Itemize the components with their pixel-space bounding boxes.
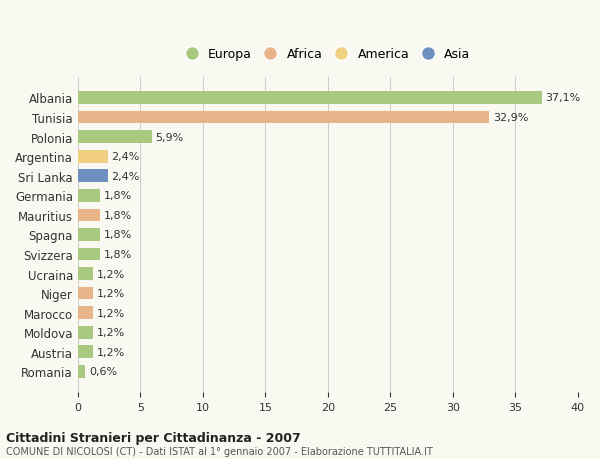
Text: 32,9%: 32,9%: [493, 113, 528, 123]
Text: 1,8%: 1,8%: [104, 230, 133, 240]
Text: 1,8%: 1,8%: [104, 191, 133, 201]
Bar: [78, 92, 542, 105]
Text: 1,8%: 1,8%: [104, 210, 133, 220]
Bar: [78, 112, 489, 124]
Text: 0,6%: 0,6%: [89, 367, 117, 376]
Bar: [78, 365, 85, 378]
Bar: [78, 268, 93, 280]
Bar: [78, 229, 100, 241]
Text: 1,8%: 1,8%: [104, 249, 133, 259]
Bar: [78, 287, 93, 300]
Bar: [78, 151, 108, 163]
Text: Cittadini Stranieri per Cittadinanza - 2007: Cittadini Stranieri per Cittadinanza - 2…: [6, 431, 301, 444]
Bar: [78, 248, 100, 261]
Text: COMUNE DI NICOLOSI (CT) - Dati ISTAT al 1° gennaio 2007 - Elaborazione TUTTITALI: COMUNE DI NICOLOSI (CT) - Dati ISTAT al …: [6, 447, 433, 456]
Bar: [78, 170, 108, 183]
Text: 1,2%: 1,2%: [97, 347, 125, 357]
Text: 5,9%: 5,9%: [155, 132, 184, 142]
Bar: [78, 190, 100, 202]
Bar: [78, 346, 93, 358]
Text: 1,2%: 1,2%: [97, 289, 125, 298]
Text: 37,1%: 37,1%: [545, 93, 581, 103]
Text: 2,4%: 2,4%: [112, 152, 140, 162]
Text: 1,2%: 1,2%: [97, 269, 125, 279]
Bar: [78, 307, 93, 319]
Text: 1,2%: 1,2%: [97, 308, 125, 318]
Text: 1,2%: 1,2%: [97, 328, 125, 337]
Legend: Europa, Africa, America, Asia: Europa, Africa, America, Asia: [180, 43, 476, 66]
Bar: [78, 131, 152, 144]
Bar: [78, 209, 100, 222]
Text: 2,4%: 2,4%: [112, 171, 140, 181]
Bar: [78, 326, 93, 339]
